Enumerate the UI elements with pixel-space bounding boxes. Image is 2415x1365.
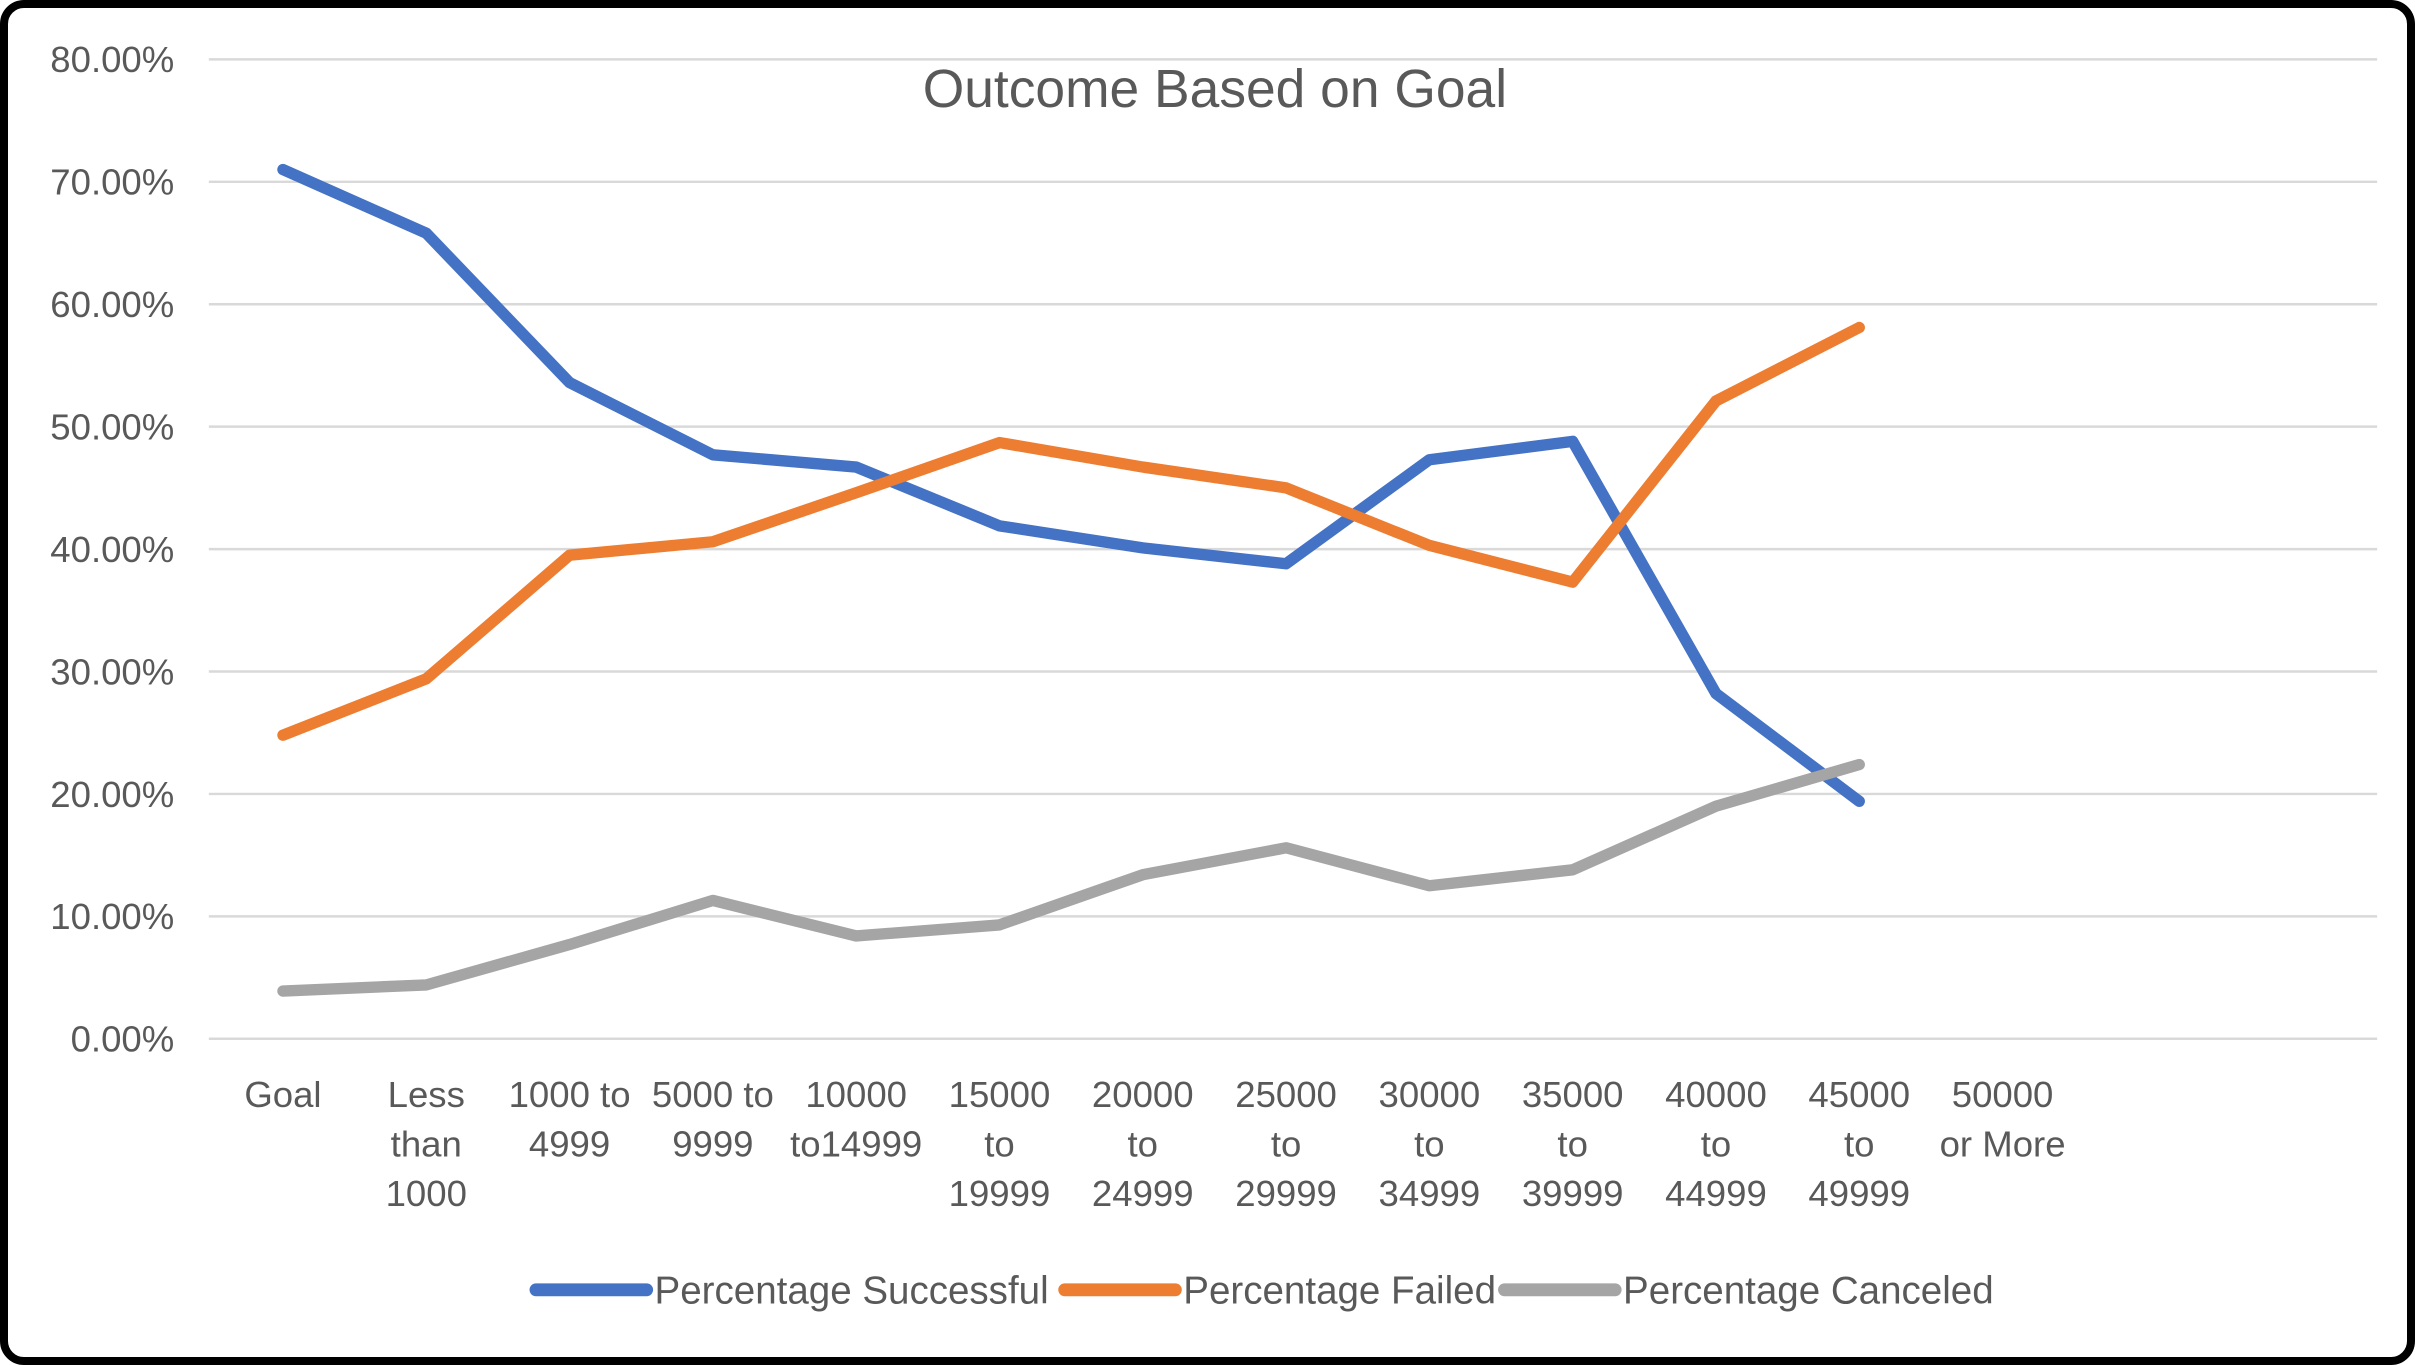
x-axis-category-label: 20000 bbox=[1092, 1074, 1194, 1115]
legend-label-failed: Percentage Failed bbox=[1183, 1270, 1496, 1313]
x-axis-category-label: 5000 to bbox=[652, 1074, 774, 1115]
y-axis-labels: 0.00% 10.00% 20.00% 30.00% 40.00% 50.00% 60.00… bbox=[50, 39, 174, 1059]
x-axis-category-label: to14999 bbox=[790, 1123, 922, 1164]
y-axis-tick-label: 60.00% bbox=[50, 284, 174, 325]
x-axis-category-label: to bbox=[984, 1123, 1014, 1164]
series-lines bbox=[277, 163, 1865, 997]
legend: Percentage Successful Percentage Failed … bbox=[529, 1270, 1994, 1313]
legend-label-canceled: Percentage Canceled bbox=[1623, 1270, 1994, 1313]
x-axis-category-label: 49999 bbox=[1808, 1173, 1910, 1214]
x-axis-category-label: 34999 bbox=[1379, 1173, 1481, 1214]
x-axis-category-label: to bbox=[1128, 1123, 1158, 1164]
x-axis-category-label: 45000 bbox=[1808, 1074, 1910, 1115]
gridlines bbox=[208, 58, 2378, 1041]
x-axis-category-label: 24999 bbox=[1092, 1173, 1194, 1214]
x-axis-category-label: to bbox=[1271, 1123, 1301, 1164]
x-axis-category-label: to bbox=[1701, 1123, 1731, 1164]
legend-item-failed: Percentage Failed bbox=[1058, 1270, 1496, 1313]
y-axis-tick-label: 70.00% bbox=[50, 162, 174, 203]
legend-label-successful: Percentage Successful bbox=[655, 1270, 1049, 1313]
x-axis-labels: Goal Less than 1000 1000 to 4999 5000 to 9999 10… bbox=[244, 1074, 2065, 1214]
series-line-percentage-canceled bbox=[277, 758, 1865, 997]
x-axis-category-label: to bbox=[1414, 1123, 1444, 1164]
x-axis-category-label: 29999 bbox=[1235, 1173, 1337, 1214]
y-axis-tick-label: 30.00% bbox=[50, 651, 174, 692]
x-axis-category-label: 35000 bbox=[1522, 1074, 1624, 1115]
x-axis-category-label: 40000 bbox=[1665, 1074, 1767, 1115]
x-axis-category-label: Less bbox=[388, 1074, 465, 1115]
x-axis-category-label: to bbox=[1844, 1123, 1874, 1164]
x-axis-category-label: 19999 bbox=[949, 1173, 1051, 1214]
y-axis-tick-label: 0.00% bbox=[71, 1019, 175, 1060]
x-axis-category-label: 39999 bbox=[1522, 1173, 1624, 1214]
x-axis-category-label: than bbox=[391, 1123, 462, 1164]
series-line-percentage-successful bbox=[277, 163, 1865, 807]
series-line-percentage-failed bbox=[277, 321, 1865, 741]
legend-item-canceled: Percentage Canceled bbox=[1498, 1270, 1994, 1313]
y-axis-tick-label: 10.00% bbox=[50, 896, 174, 937]
x-axis-category-label: 10000 bbox=[805, 1074, 907, 1115]
x-axis-category-label: 44999 bbox=[1665, 1173, 1767, 1214]
x-axis-category-label: 4999 bbox=[529, 1123, 610, 1164]
x-axis-category-label: 1000 bbox=[386, 1173, 467, 1214]
y-axis-tick-label: 20.00% bbox=[50, 774, 174, 815]
y-axis-tick-label: 40.00% bbox=[50, 529, 174, 570]
x-axis-category-label: 15000 bbox=[949, 1074, 1051, 1115]
x-axis-category-label: 1000 to bbox=[509, 1074, 631, 1115]
chart-title: Outcome Based on Goal bbox=[923, 60, 1507, 119]
x-axis-category-label: to bbox=[1557, 1123, 1587, 1164]
y-axis-tick-label: 80.00% bbox=[50, 39, 174, 80]
x-axis-category-label: 25000 bbox=[1235, 1074, 1337, 1115]
y-axis-tick-label: 50.00% bbox=[50, 407, 174, 448]
x-axis-category-label: 30000 bbox=[1379, 1074, 1481, 1115]
x-axis-category-label: 50000 bbox=[1952, 1074, 2054, 1115]
legend-item-successful: Percentage Successful bbox=[529, 1270, 1049, 1313]
x-axis-category-label: Goal bbox=[244, 1074, 321, 1115]
line-chart: 0.00% 10.00% 20.00% 30.00% 40.00% 50.00% 60.00… bbox=[50, 39, 2378, 1313]
x-axis-category-label: 9999 bbox=[672, 1123, 753, 1164]
x-axis-category-label: or More bbox=[1940, 1123, 2066, 1164]
